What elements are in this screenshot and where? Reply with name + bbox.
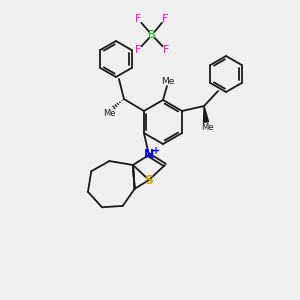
Text: Me: Me: [201, 124, 213, 133]
Text: S: S: [144, 175, 153, 188]
Text: Me: Me: [161, 76, 175, 85]
Text: Me: Me: [103, 109, 115, 118]
Polygon shape: [204, 106, 208, 122]
Text: B: B: [148, 30, 156, 40]
Text: F: F: [162, 14, 168, 24]
Text: N: N: [144, 148, 154, 161]
Text: +: +: [152, 146, 160, 156]
Text: F: F: [135, 45, 141, 55]
Text: F: F: [163, 45, 169, 55]
Text: F: F: [135, 14, 141, 24]
